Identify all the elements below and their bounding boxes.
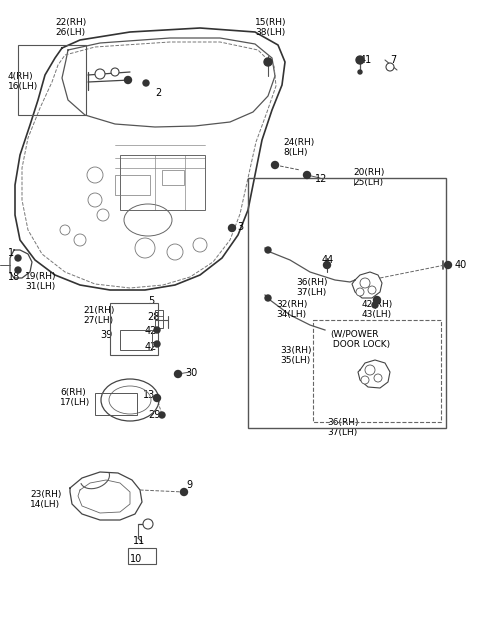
Bar xyxy=(95,393,137,415)
Circle shape xyxy=(356,56,364,64)
Bar xyxy=(128,548,156,564)
Text: 21(RH)
27(LH): 21(RH) 27(LH) xyxy=(83,306,114,325)
Text: 13: 13 xyxy=(143,390,155,400)
Circle shape xyxy=(264,58,272,66)
Text: 30: 30 xyxy=(185,368,197,378)
Circle shape xyxy=(15,255,21,261)
Text: 41: 41 xyxy=(360,55,372,65)
Text: 10: 10 xyxy=(130,554,142,564)
Circle shape xyxy=(365,365,375,375)
Text: 23(RH)
14(LH): 23(RH) 14(LH) xyxy=(30,490,61,509)
Text: 5: 5 xyxy=(148,296,154,306)
Bar xyxy=(18,45,86,115)
Text: 12: 12 xyxy=(315,174,327,184)
Bar xyxy=(248,178,446,428)
Text: 19(RH)
31(LH): 19(RH) 31(LH) xyxy=(25,272,57,291)
Circle shape xyxy=(303,172,311,179)
Circle shape xyxy=(95,69,105,79)
Circle shape xyxy=(265,247,271,253)
Circle shape xyxy=(60,225,70,235)
Circle shape xyxy=(372,302,378,308)
Circle shape xyxy=(154,327,160,333)
Text: (W/POWER
 DOOR LOCK): (W/POWER DOOR LOCK) xyxy=(330,330,390,350)
Text: 36(RH)
37(LH): 36(RH) 37(LH) xyxy=(327,418,359,437)
Circle shape xyxy=(228,225,236,231)
Text: 22(RH)
26(LH): 22(RH) 26(LH) xyxy=(55,18,86,37)
Circle shape xyxy=(444,261,452,269)
Circle shape xyxy=(361,376,369,384)
Circle shape xyxy=(143,519,153,529)
Circle shape xyxy=(374,374,382,382)
Bar xyxy=(120,330,152,350)
Circle shape xyxy=(167,244,183,260)
Circle shape xyxy=(193,238,207,252)
Circle shape xyxy=(373,297,381,304)
Text: 36(RH)
37(LH): 36(RH) 37(LH) xyxy=(296,278,327,297)
Circle shape xyxy=(111,68,119,76)
Text: 40: 40 xyxy=(455,260,467,270)
Text: 24(RH)
8(LH): 24(RH) 8(LH) xyxy=(283,138,314,157)
Text: 2: 2 xyxy=(155,88,161,98)
Circle shape xyxy=(143,80,149,86)
Text: 28: 28 xyxy=(147,312,159,322)
Bar xyxy=(155,310,163,328)
Text: 9: 9 xyxy=(186,480,192,490)
Circle shape xyxy=(360,278,370,288)
Text: 32(RH)
34(LH): 32(RH) 34(LH) xyxy=(276,300,307,320)
Circle shape xyxy=(135,238,155,258)
Text: 20(RH)
25(LH): 20(RH) 25(LH) xyxy=(353,168,384,187)
Text: 33(RH)
35(LH): 33(RH) 35(LH) xyxy=(280,346,312,365)
Circle shape xyxy=(356,288,364,296)
Circle shape xyxy=(124,77,132,83)
Circle shape xyxy=(88,193,102,207)
Circle shape xyxy=(154,341,160,347)
Text: 42: 42 xyxy=(145,342,157,352)
Circle shape xyxy=(87,167,103,183)
Text: 3: 3 xyxy=(237,222,243,232)
Circle shape xyxy=(272,162,278,169)
Bar xyxy=(313,320,441,422)
Text: 18: 18 xyxy=(8,272,20,282)
Circle shape xyxy=(265,295,271,301)
Bar xyxy=(162,170,184,185)
Circle shape xyxy=(154,394,160,401)
Circle shape xyxy=(15,267,21,273)
Text: 11: 11 xyxy=(133,536,145,546)
Text: 44: 44 xyxy=(322,255,334,265)
Circle shape xyxy=(368,286,376,294)
Text: 42(RH)
43(LH): 42(RH) 43(LH) xyxy=(362,300,393,320)
Bar xyxy=(120,155,205,210)
Text: 15(RH)
38(LH): 15(RH) 38(LH) xyxy=(255,18,287,37)
Text: 4(RH)
16(LH): 4(RH) 16(LH) xyxy=(8,72,38,91)
Text: 6(RH)
17(LH): 6(RH) 17(LH) xyxy=(60,388,90,407)
Circle shape xyxy=(97,209,109,221)
Circle shape xyxy=(159,412,165,418)
Circle shape xyxy=(324,261,331,269)
Bar xyxy=(110,303,158,355)
Circle shape xyxy=(175,371,181,378)
Text: 29: 29 xyxy=(148,410,160,420)
Text: 39: 39 xyxy=(100,330,112,340)
Text: 1: 1 xyxy=(8,248,14,258)
Circle shape xyxy=(358,70,362,74)
Text: 7: 7 xyxy=(390,55,396,65)
Circle shape xyxy=(180,488,188,496)
Circle shape xyxy=(386,63,394,71)
Text: 42: 42 xyxy=(145,326,157,336)
Bar xyxy=(115,175,150,195)
Circle shape xyxy=(74,234,86,246)
